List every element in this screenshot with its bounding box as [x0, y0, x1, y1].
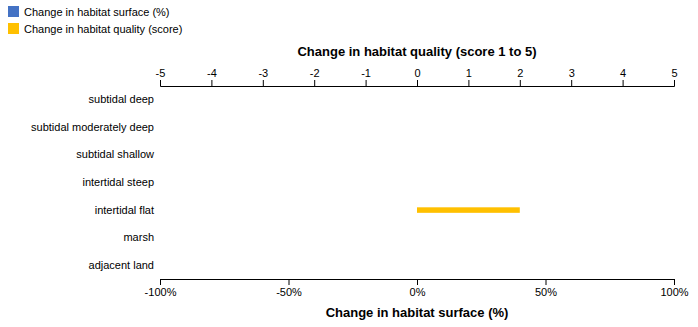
- tick-mark: [623, 80, 624, 86]
- tick-label: 50%: [535, 286, 557, 298]
- tick: marsh: [123, 231, 160, 243]
- tick-label: -3: [258, 67, 268, 79]
- x2-axis: -5 -4 -3 -2 -1 0 1 2 3 4 5: [156, 67, 678, 87]
- tick: 1: [466, 67, 472, 86]
- tick: -2: [310, 67, 320, 86]
- legend: Change in habitat surface (%) Change in h…: [8, 6, 182, 35]
- legend-label: Change in habitat surface (%): [24, 6, 170, 18]
- bar: [417, 97, 418, 103]
- bar: [417, 180, 418, 186]
- bar: [417, 262, 418, 268]
- tick-mark: [160, 80, 161, 86]
- x-axis: -100% -50% 0% 50% 100%: [145, 279, 689, 298]
- tick: subtidal shallow: [76, 148, 160, 160]
- tick-label: 4: [620, 67, 626, 79]
- tick-label: -2: [310, 67, 320, 79]
- category-label: intertidal steep: [82, 176, 154, 188]
- tick-mark: [289, 279, 290, 285]
- chart: -100% -50% 0% 50% 100% -5 -4 -3 -2 -1 0 1 2 3 4 5 adjace…: [0, 0, 698, 327]
- tick: intertidal flat: [95, 204, 160, 216]
- tick-label: -50%: [276, 286, 302, 298]
- plot: -100% -50% 0% 50% 100% -5 -4 -3 -2 -1 0 1 2 3 4 5 adjace…: [31, 67, 689, 298]
- tick-label: -100%: [145, 286, 177, 298]
- tick-mark: [546, 279, 547, 285]
- legend-label: Change in habitat quality (score): [24, 23, 182, 35]
- category-label: subtidal moderately deep: [31, 121, 154, 133]
- bar: [417, 207, 520, 213]
- tick-label: 100%: [660, 286, 688, 298]
- bar: [417, 235, 418, 241]
- tick-label: 5: [671, 67, 677, 79]
- tick: 0%: [410, 279, 426, 298]
- tick: adjacent land: [89, 259, 160, 271]
- tick-mark: [160, 279, 161, 285]
- bar: [417, 125, 418, 131]
- tick: -100%: [145, 279, 177, 298]
- tick: 4: [620, 67, 626, 86]
- tick-mark: [674, 80, 675, 86]
- legend-item: Change in habitat quality (score): [8, 23, 182, 35]
- tick-mark: [468, 80, 469, 86]
- tick-label: -1: [361, 67, 371, 79]
- x-axis-title: Change in habitat surface (%): [326, 305, 509, 320]
- tick: 50%: [535, 279, 557, 298]
- tick: -5: [156, 67, 166, 86]
- tick-mark: [211, 80, 212, 86]
- bar: [417, 262, 418, 268]
- tick-label: 0: [414, 67, 420, 79]
- bar: [417, 97, 418, 103]
- tick: 3: [569, 67, 575, 86]
- category-label: intertidal flat: [95, 204, 154, 216]
- category-label: adjacent land: [89, 259, 154, 271]
- tick-mark: [417, 279, 418, 285]
- bar: [417, 125, 418, 131]
- legend-swatch: [8, 6, 19, 17]
- legend-item: Change in habitat surface (%): [8, 6, 170, 18]
- tick: 2: [517, 67, 523, 86]
- category-label: marsh: [123, 231, 154, 243]
- tick-label: 2: [517, 67, 523, 79]
- tick: 5: [671, 67, 677, 86]
- tick: 100%: [660, 279, 688, 298]
- tick: 0: [414, 67, 420, 86]
- axis-line: [161, 80, 675, 87]
- bar: [417, 152, 418, 158]
- y-axis: adjacent land marsh intertidal flat interti…: [31, 93, 160, 270]
- axis-line: [161, 280, 675, 286]
- tick-label: -4: [207, 67, 217, 79]
- x2-axis-title: Change in habitat quality (score 1 to 5): [297, 44, 536, 59]
- tick: -1: [361, 67, 371, 86]
- tick-mark: [314, 80, 315, 86]
- bar: [417, 152, 418, 158]
- tick-mark: [571, 80, 572, 86]
- category-label: subtidal shallow: [76, 148, 154, 160]
- bar: [417, 180, 418, 186]
- tick: intertidal steep: [82, 176, 160, 188]
- tick: subtidal deep: [89, 93, 160, 105]
- tick-mark: [674, 279, 675, 285]
- bar: [417, 207, 418, 213]
- bars: [417, 207, 520, 213]
- tick-mark: [417, 80, 418, 86]
- tick-label: 1: [466, 67, 472, 79]
- tick-mark: [520, 80, 521, 86]
- tick-mark: [263, 80, 264, 86]
- tick: -4: [207, 67, 217, 86]
- legend-swatch: [8, 23, 19, 34]
- tick-mark: [366, 80, 367, 86]
- bar: [417, 235, 418, 241]
- tick-label: -5: [156, 67, 166, 79]
- category-label: subtidal deep: [89, 93, 154, 105]
- tick-label: 3: [569, 67, 575, 79]
- tick-label: 0%: [410, 286, 426, 298]
- tick: -50%: [276, 279, 302, 298]
- tick: -3: [258, 67, 268, 86]
- tick: subtidal moderately deep: [31, 121, 160, 133]
